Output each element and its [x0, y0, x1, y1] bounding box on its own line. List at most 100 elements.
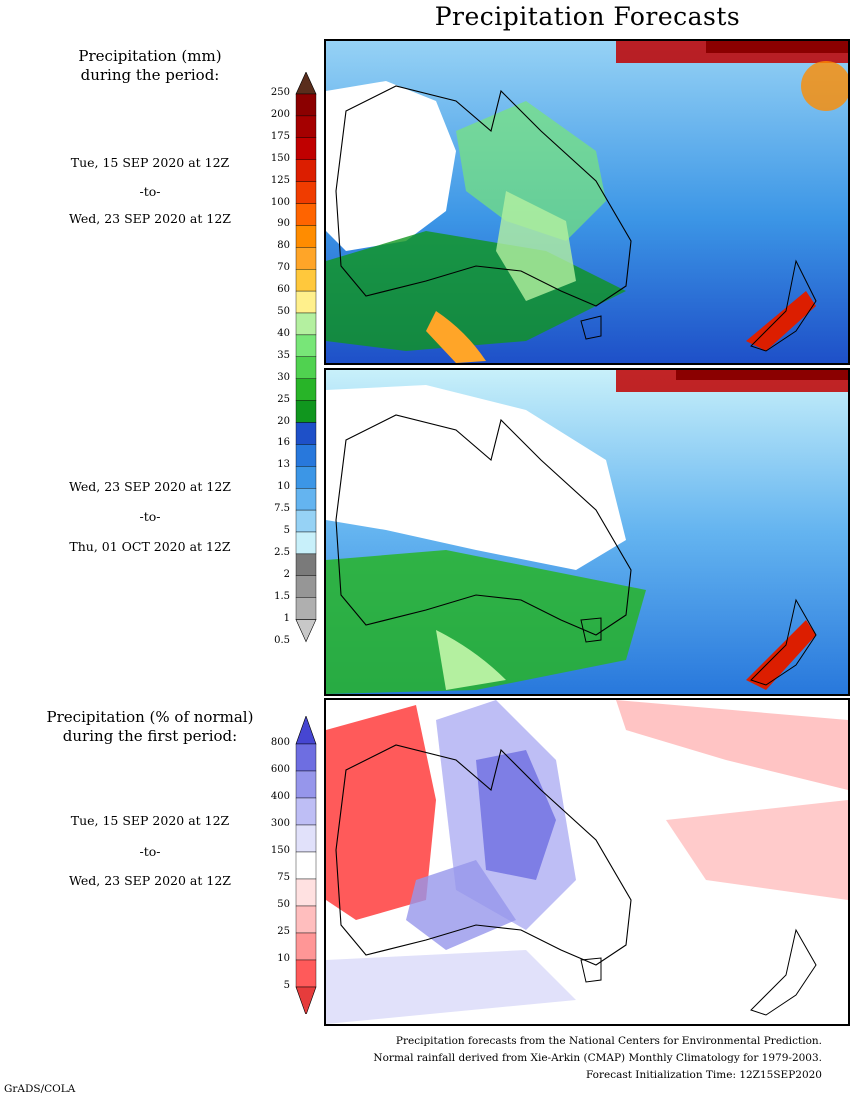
colorbar-segment — [295, 851, 317, 880]
period1-sep: -to- — [139, 184, 161, 199]
colorbar-label: 70 — [277, 262, 290, 274]
pct-heading-line1: Precipitation (% of normal) — [46, 708, 254, 726]
colorbar-label: 0.5 — [274, 634, 290, 646]
colorbar-label: 2 — [283, 568, 290, 580]
colorbar-label: 250 — [270, 87, 290, 98]
colorbar-label: 16 — [277, 437, 290, 449]
map-period1-svg — [326, 41, 848, 363]
colorbar-label: 13 — [277, 459, 290, 471]
colorbar-top-arrow — [295, 715, 317, 745]
colorbar-label: 1 — [283, 612, 290, 624]
colorbar-label: 600 — [270, 764, 290, 775]
colorbar-bottom-arrow — [295, 986, 317, 1016]
footer-line2: Normal rainfall derived from Xie-Arkin (… — [373, 1052, 822, 1064]
colorbar-label: 300 — [270, 818, 290, 829]
colorbar-label: 2.5 — [274, 546, 290, 558]
colorbar-segment — [295, 597, 317, 620]
colorbar-segment — [295, 531, 317, 555]
mm-colorbar-graphic — [295, 71, 317, 643]
colorbar-bottom-arrow — [295, 619, 317, 643]
colorbar-label: 40 — [277, 327, 290, 339]
colorbar-label: 175 — [270, 130, 290, 142]
period2-start: Wed, 23 SEP 2020 at 12Z — [69, 479, 231, 494]
mm-heading: Precipitation (mm) during the period: — [30, 47, 270, 85]
colorbar-segment — [295, 553, 317, 576]
pct-colorbar — [295, 715, 317, 1016]
map-panel-period1 — [324, 39, 850, 365]
pct-colorbar-graphic — [295, 715, 317, 1016]
colorbar-label: 80 — [277, 240, 290, 252]
colorbar-segment — [295, 824, 317, 853]
mm-heading-line2: during the period: — [80, 66, 220, 84]
colorbar-segment — [295, 378, 317, 401]
footer-line3: Forecast Initialization Time: 12Z15SEP20… — [585, 1069, 822, 1081]
colorbar-segment — [295, 466, 317, 489]
colorbar-label: 50 — [277, 899, 290, 910]
colorbar-segment — [295, 905, 317, 934]
colorbar-segment — [295, 743, 317, 772]
colorbar-segment — [295, 137, 317, 160]
colorbar-label: 35 — [277, 349, 290, 361]
pct-heading-line2: during the first period: — [62, 727, 238, 745]
colorbar-label: 7.5 — [274, 503, 290, 515]
colorbar-segment — [295, 797, 317, 826]
credit-label: GrADS/COLA — [4, 1083, 76, 1095]
colorbar-top-arrow — [295, 71, 317, 95]
colorbar-segment — [295, 509, 317, 533]
colorbar-label: 20 — [277, 415, 290, 427]
colorbar-segment — [295, 770, 317, 799]
colorbar-segment — [295, 181, 317, 204]
mm-colorbar — [295, 71, 317, 670]
pct-period-start: Tue, 15 SEP 2020 at 12Z — [70, 813, 230, 828]
colorbar-segment — [295, 290, 317, 314]
colorbar-label: 90 — [277, 218, 290, 230]
colorbar-segment — [295, 93, 317, 117]
colorbar-segment — [295, 400, 317, 423]
mm-heading-line1: Precipitation (mm) — [78, 47, 222, 65]
colorbar-label: 800 — [270, 737, 290, 748]
colorbar-label: 25 — [277, 926, 290, 937]
colorbar-segment — [295, 422, 317, 445]
map-panel-period2 — [324, 368, 850, 696]
colorbar-segment — [295, 115, 317, 139]
colorbar-label: 25 — [277, 393, 290, 405]
pct-heading: Precipitation (% of normal) during the f… — [25, 708, 275, 746]
footer-line1: Precipitation forecasts from the Nationa… — [395, 1035, 822, 1047]
colorbar-label: 150 — [270, 845, 290, 856]
colorbar-segment — [295, 203, 317, 226]
period2-sep: -to- — [139, 509, 161, 524]
colorbar-segment — [295, 247, 317, 270]
period1-start: Tue, 15 SEP 2020 at 12Z — [70, 155, 230, 170]
colorbar-segment — [295, 356, 317, 379]
period1-end: Wed, 23 SEP 2020 at 12Z — [69, 211, 231, 226]
colorbar-label: 10 — [277, 481, 290, 493]
colorbar-label: 50 — [277, 306, 290, 317]
colorbar-segment — [295, 959, 317, 988]
colorbar-label: 60 — [277, 284, 290, 296]
map-panel-percent-normal — [324, 698, 850, 1026]
pct-period-sep: -to- — [139, 844, 161, 859]
colorbar-segment — [295, 575, 317, 598]
colorbar-segment — [295, 312, 317, 336]
map-percent-svg — [326, 700, 848, 1024]
colorbar-label: 100 — [270, 196, 290, 208]
colorbar-segment — [295, 334, 317, 357]
colorbar-label: 125 — [270, 174, 290, 186]
colorbar-label: 400 — [270, 791, 290, 802]
map-period2-svg — [326, 370, 848, 694]
colorbar-segment — [295, 268, 317, 292]
colorbar-label: 10 — [277, 953, 290, 964]
colorbar-label: 150 — [270, 152, 290, 164]
page-title: Precipitation Forecasts — [434, 2, 741, 31]
colorbar-segment — [295, 488, 317, 511]
colorbar-label: 5 — [283, 525, 290, 536]
colorbar-label: 30 — [277, 371, 290, 383]
period2-end: Thu, 01 OCT 2020 at 12Z — [69, 539, 231, 554]
colorbar-label: 75 — [277, 872, 290, 883]
colorbar-segment — [295, 878, 317, 907]
colorbar-label: 1.5 — [274, 590, 290, 602]
colorbar-label: 200 — [270, 108, 290, 120]
colorbar-segment — [295, 932, 317, 961]
colorbar-segment — [295, 444, 317, 467]
colorbar-label: 5 — [283, 980, 290, 991]
